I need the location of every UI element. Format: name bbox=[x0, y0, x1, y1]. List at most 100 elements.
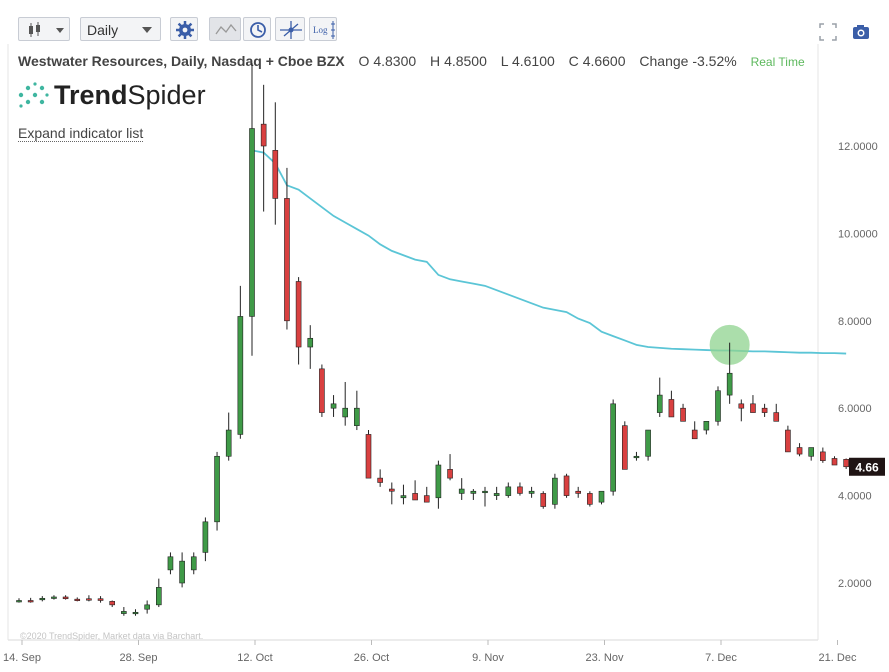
candle bbox=[785, 425, 791, 453]
candle bbox=[377, 469, 383, 487]
candle-body bbox=[528, 490, 535, 494]
candle-body bbox=[377, 477, 383, 483]
candle bbox=[39, 596, 46, 602]
candle-body bbox=[552, 477, 558, 505]
y-tick-label: 6.0000 bbox=[838, 403, 872, 415]
candle bbox=[493, 486, 500, 500]
clock-icon bbox=[250, 22, 266, 38]
candle-body bbox=[16, 600, 22, 603]
candle bbox=[761, 403, 768, 417]
candle bbox=[365, 430, 372, 479]
candle-body bbox=[109, 601, 115, 606]
candle bbox=[796, 443, 803, 457]
candle-body bbox=[295, 281, 302, 348]
candle bbox=[400, 484, 407, 505]
chart-type-button[interactable] bbox=[18, 17, 70, 41]
candle bbox=[179, 552, 185, 588]
candle-body bbox=[423, 495, 430, 503]
candle bbox=[435, 460, 442, 509]
x-tick-label: 26. Oct bbox=[354, 652, 389, 664]
x-tick-label: 21. Dec bbox=[819, 652, 857, 664]
candle-body bbox=[738, 403, 745, 409]
candle-body bbox=[633, 455, 640, 459]
candle-body bbox=[773, 412, 780, 422]
x-tick-label: 23. Nov bbox=[586, 652, 624, 664]
candle bbox=[587, 491, 593, 507]
candle-body bbox=[388, 488, 395, 492]
candle-body bbox=[610, 403, 616, 492]
candle-body bbox=[272, 150, 279, 199]
candle-body bbox=[575, 490, 582, 494]
candle bbox=[62, 595, 69, 600]
interval-select[interactable]: Daily bbox=[80, 17, 161, 41]
realtime-badge: Real Time bbox=[750, 55, 805, 69]
candle-body bbox=[249, 128, 255, 317]
expand-indicator-link[interactable]: Expand indicator list bbox=[18, 125, 144, 142]
candle bbox=[214, 451, 220, 531]
candle bbox=[575, 486, 582, 498]
candle-body bbox=[458, 488, 465, 494]
fullscreen-icon[interactable] bbox=[818, 22, 838, 42]
candle bbox=[738, 399, 745, 422]
toolbar: Daily Log bbox=[0, 0, 889, 44]
candle bbox=[121, 607, 127, 616]
close-label: C bbox=[568, 53, 579, 69]
candle bbox=[167, 552, 174, 575]
ohlc-low: L 4.6100 bbox=[501, 53, 555, 69]
candle bbox=[621, 421, 628, 470]
candle-body bbox=[761, 407, 768, 413]
candle-body bbox=[330, 403, 337, 409]
candle bbox=[307, 325, 314, 369]
candle-body bbox=[225, 429, 232, 457]
candle-body bbox=[680, 407, 686, 422]
candle bbox=[517, 482, 523, 496]
candle-body bbox=[190, 556, 197, 571]
log-icon: Log bbox=[313, 21, 335, 39]
log-scale-button[interactable]: Log bbox=[309, 17, 337, 41]
candle-body bbox=[435, 464, 442, 499]
candle-body bbox=[808, 447, 815, 457]
candle bbox=[284, 167, 290, 330]
candle-body bbox=[621, 425, 628, 470]
candle-body bbox=[167, 556, 174, 571]
candle bbox=[656, 377, 663, 417]
settings-button[interactable] bbox=[170, 17, 198, 41]
candle bbox=[668, 390, 675, 418]
candle bbox=[808, 447, 815, 461]
candle bbox=[680, 403, 686, 422]
candle bbox=[820, 447, 826, 463]
candle-body bbox=[86, 598, 92, 601]
candle bbox=[528, 486, 535, 498]
time-button[interactable] bbox=[243, 17, 271, 41]
candle-body bbox=[260, 123, 267, 147]
x-tick-label: 9. Nov bbox=[472, 652, 504, 664]
candle bbox=[388, 482, 395, 505]
y-tick-label: 2.0000 bbox=[838, 578, 872, 590]
candle bbox=[831, 456, 838, 466]
candle bbox=[610, 399, 616, 496]
candle-body bbox=[62, 596, 69, 600]
candle bbox=[423, 486, 430, 503]
camera-icon[interactable] bbox=[851, 22, 871, 42]
candle-body bbox=[505, 486, 512, 496]
gear-icon bbox=[176, 21, 194, 39]
drawing-tool-button[interactable] bbox=[209, 17, 241, 41]
candle bbox=[249, 62, 255, 356]
x-tick-label: 14. Sep bbox=[3, 652, 41, 664]
candle-body bbox=[179, 560, 185, 584]
ohlc-high: H 4.8500 bbox=[430, 53, 487, 69]
candle-body bbox=[493, 493, 500, 496]
candle bbox=[225, 412, 232, 461]
crosshair-button[interactable] bbox=[275, 17, 305, 41]
candle-body bbox=[307, 337, 314, 348]
candle-body bbox=[39, 597, 46, 601]
candle-body bbox=[284, 198, 290, 322]
candle-body bbox=[27, 600, 34, 603]
candle bbox=[482, 486, 488, 507]
candle-body bbox=[656, 394, 663, 413]
y-tick-label: 10.0000 bbox=[838, 228, 878, 240]
candle-body bbox=[74, 598, 81, 601]
candle-body bbox=[668, 399, 675, 418]
candle bbox=[156, 578, 162, 608]
